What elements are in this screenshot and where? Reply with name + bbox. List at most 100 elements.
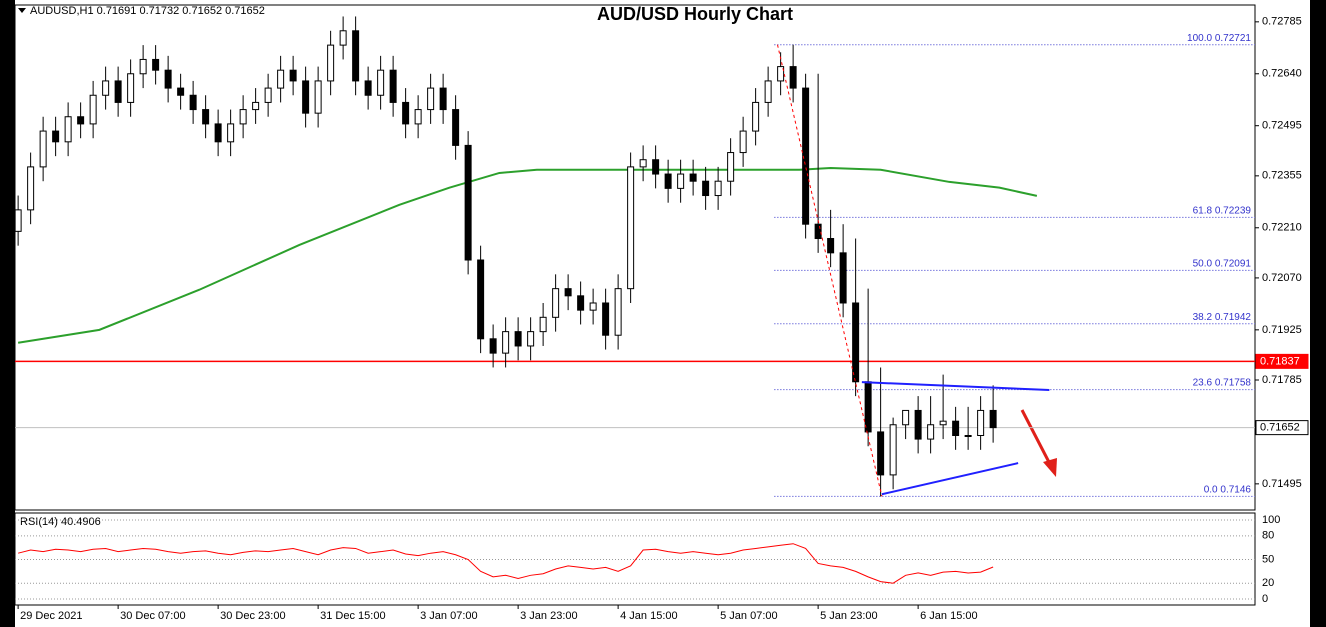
candle-body xyxy=(702,180,710,197)
candle-body xyxy=(827,238,835,254)
candle-body xyxy=(289,69,297,82)
candle-body xyxy=(339,30,347,46)
y-tick-label: 0.72210 xyxy=(1262,222,1302,234)
fib-label: 0.0 0.7146 xyxy=(1204,484,1252,495)
fib-label: 50.0 0.72091 xyxy=(1193,258,1252,269)
candle-body xyxy=(264,87,272,103)
candle-body xyxy=(164,69,172,89)
candle-body xyxy=(364,80,372,96)
x-tick-label: 30 Dec 23:00 xyxy=(220,610,285,622)
candle-body xyxy=(664,173,672,189)
candle-body xyxy=(439,87,447,111)
candle-body xyxy=(864,381,872,433)
fib-price: 0.71942 xyxy=(1215,311,1252,322)
candle-body xyxy=(89,94,97,125)
candle-body xyxy=(539,316,547,333)
trend-line xyxy=(881,462,1019,496)
price-box xyxy=(1255,353,1309,369)
candle-body xyxy=(414,109,422,125)
candle-body xyxy=(102,80,110,96)
candle-body xyxy=(477,259,485,340)
candle-body xyxy=(964,435,972,438)
fib-label: 61.8 0.72239 xyxy=(1193,205,1252,216)
candle-body xyxy=(614,288,622,336)
y-tick-label: 0.72495 xyxy=(1262,120,1302,132)
ohlc: 0.71732 xyxy=(139,5,179,17)
candle-body xyxy=(689,173,697,182)
fib-label: 38.2 0.71942 xyxy=(1193,311,1252,322)
y-tick-label: 80 xyxy=(1262,530,1274,542)
y-tick-label: 0.71925 xyxy=(1262,324,1302,336)
candle-body xyxy=(789,66,797,89)
candle-body xyxy=(839,252,847,304)
fib-ratio: 61.8 xyxy=(1193,205,1213,216)
candle-body xyxy=(189,94,197,111)
x-tick-label: 6 Jan 15:00 xyxy=(920,610,978,622)
fib-label: 100.0 0.72721 xyxy=(1187,32,1251,43)
candle-body xyxy=(114,80,122,103)
fib-label: 23.6 0.71758 xyxy=(1193,377,1252,388)
candle-body xyxy=(777,66,785,82)
candle-body xyxy=(952,420,960,437)
y-tick-label: 0.72355 xyxy=(1262,170,1302,182)
moving-average xyxy=(17,166,1038,344)
fib-price: 0.72239 xyxy=(1215,205,1252,216)
price-box-label: 0.71652 xyxy=(1260,422,1300,434)
candle-body xyxy=(352,30,360,82)
candle-body xyxy=(977,409,985,437)
candle-body xyxy=(564,288,572,297)
candle-body xyxy=(764,80,772,103)
candle-body xyxy=(739,130,747,154)
candle-body xyxy=(64,116,72,143)
fib-ratio: 38.2 xyxy=(1193,311,1213,322)
candle-body xyxy=(552,288,560,318)
candle-body xyxy=(489,338,497,354)
candle-body xyxy=(139,58,147,75)
rsi-panel xyxy=(14,512,1256,606)
price-box-label: 0.71837 xyxy=(1260,355,1300,367)
candle-body xyxy=(227,123,235,143)
x-tick-label: 4 Jan 15:00 xyxy=(620,610,678,622)
ohlc: 0.71652 xyxy=(182,5,222,17)
candle-body xyxy=(602,302,610,336)
candle-body xyxy=(727,152,735,182)
x-tick-label: 5 Jan 23:00 xyxy=(820,610,878,622)
candle-body xyxy=(27,166,35,211)
y-tick-label: 0 xyxy=(1262,593,1268,605)
candle-body xyxy=(877,431,885,476)
candle-body xyxy=(939,420,947,426)
candle-body xyxy=(989,409,997,429)
candle-body xyxy=(402,101,410,125)
candle-body xyxy=(177,87,185,96)
candle-body xyxy=(639,159,647,168)
candle-body xyxy=(927,424,935,440)
ohlc: 0.71652 xyxy=(225,5,265,17)
trend-line xyxy=(777,44,883,497)
candle-body xyxy=(902,409,910,426)
candle-body xyxy=(202,109,210,125)
candle-body xyxy=(752,101,760,132)
candle-body xyxy=(239,109,247,125)
x-tick-label: 30 Dec 07:00 xyxy=(120,610,185,622)
x-tick-label: 29 Dec 2021 xyxy=(20,610,82,622)
candle-body xyxy=(464,144,472,261)
candle-body xyxy=(514,331,522,347)
candle-body xyxy=(652,159,660,175)
candle-body xyxy=(627,166,635,290)
candle-body xyxy=(39,130,47,168)
candle-body xyxy=(914,409,922,440)
candle-body xyxy=(502,331,510,354)
arrow-head xyxy=(1043,458,1057,477)
fib-price: 0.72721 xyxy=(1215,32,1252,43)
y-tick-label: 0.71785 xyxy=(1262,374,1302,386)
candle-body xyxy=(52,130,60,143)
candle-body xyxy=(389,69,397,103)
y-tick-label: 100 xyxy=(1262,514,1280,526)
candle-body xyxy=(714,180,722,197)
candle-body xyxy=(589,302,597,311)
rsi-value: 40.4906 xyxy=(61,516,101,528)
x-tick-label: 3 Jan 23:00 xyxy=(520,610,578,622)
price-box xyxy=(1255,420,1309,436)
